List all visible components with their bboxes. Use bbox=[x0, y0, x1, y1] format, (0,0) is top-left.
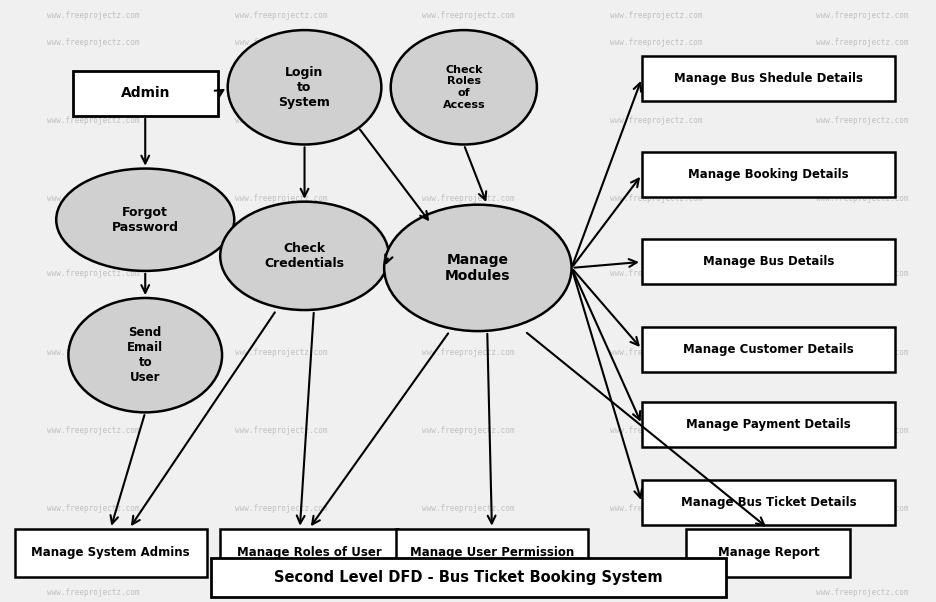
Bar bbox=[685, 529, 850, 577]
Text: Manage Booking Details: Manage Booking Details bbox=[687, 168, 848, 181]
Text: www.freeprojectz.com: www.freeprojectz.com bbox=[815, 116, 907, 125]
Text: Manage Payment Details: Manage Payment Details bbox=[685, 418, 850, 431]
Text: www.freeprojectz.com: www.freeprojectz.com bbox=[48, 38, 139, 46]
Text: www.freeprojectz.com: www.freeprojectz.com bbox=[422, 116, 514, 125]
Text: Manage Customer Details: Manage Customer Details bbox=[682, 343, 853, 356]
Text: www.freeprojectz.com: www.freeprojectz.com bbox=[48, 504, 139, 513]
Text: Manage Roles of User: Manage Roles of User bbox=[237, 546, 381, 559]
Text: www.freeprojectz.com: www.freeprojectz.com bbox=[609, 11, 701, 19]
Text: www.freeprojectz.com: www.freeprojectz.com bbox=[235, 504, 327, 513]
Text: www.freeprojectz.com: www.freeprojectz.com bbox=[609, 504, 701, 513]
Text: www.freeprojectz.com: www.freeprojectz.com bbox=[235, 348, 327, 356]
Bar bbox=[641, 326, 894, 371]
Text: www.freeprojectz.com: www.freeprojectz.com bbox=[815, 270, 907, 278]
Text: www.freeprojectz.com: www.freeprojectz.com bbox=[815, 348, 907, 356]
Text: Manage
Modules: Manage Modules bbox=[445, 253, 510, 283]
Bar bbox=[641, 480, 894, 525]
Text: www.freeprojectz.com: www.freeprojectz.com bbox=[48, 270, 139, 278]
Text: Second Level DFD - Bus Ticket Booking System: Second Level DFD - Bus Ticket Booking Sy… bbox=[274, 571, 662, 585]
Text: www.freeprojectz.com: www.freeprojectz.com bbox=[422, 194, 514, 203]
Bar bbox=[641, 56, 894, 101]
Text: Check
Roles
of
Access: Check Roles of Access bbox=[442, 65, 485, 110]
Text: www.freeprojectz.com: www.freeprojectz.com bbox=[609, 194, 701, 203]
Bar bbox=[641, 152, 894, 197]
Text: Manage Bus Shedule Details: Manage Bus Shedule Details bbox=[673, 72, 862, 85]
Text: Manage Bus Details: Manage Bus Details bbox=[702, 255, 833, 268]
Bar bbox=[641, 239, 894, 285]
Text: www.freeprojectz.com: www.freeprojectz.com bbox=[422, 504, 514, 513]
Text: www.freeprojectz.com: www.freeprojectz.com bbox=[422, 270, 514, 278]
Text: www.freeprojectz.com: www.freeprojectz.com bbox=[609, 38, 701, 46]
Text: Manage User Permission: Manage User Permission bbox=[409, 546, 574, 559]
Text: www.freeprojectz.com: www.freeprojectz.com bbox=[48, 426, 139, 435]
Text: www.freeprojectz.com: www.freeprojectz.com bbox=[48, 116, 139, 125]
Text: www.freeprojectz.com: www.freeprojectz.com bbox=[609, 348, 701, 356]
Text: www.freeprojectz.com: www.freeprojectz.com bbox=[235, 194, 327, 203]
Text: www.freeprojectz.com: www.freeprojectz.com bbox=[235, 38, 327, 46]
Text: Forgot
Password: Forgot Password bbox=[111, 206, 179, 234]
Text: Send
Email
to
User: Send Email to User bbox=[127, 326, 163, 384]
Text: www.freeprojectz.com: www.freeprojectz.com bbox=[815, 38, 907, 46]
Ellipse shape bbox=[384, 205, 571, 331]
Text: Manage Report: Manage Report bbox=[717, 546, 818, 559]
Text: www.freeprojectz.com: www.freeprojectz.com bbox=[609, 426, 701, 435]
Ellipse shape bbox=[227, 30, 381, 144]
Text: Login
to
System: Login to System bbox=[278, 66, 330, 109]
Text: www.freeprojectz.com: www.freeprojectz.com bbox=[815, 194, 907, 203]
Text: Check
Credentials: Check Credentials bbox=[264, 242, 344, 270]
Text: www.freeprojectz.com: www.freeprojectz.com bbox=[609, 116, 701, 125]
Text: www.freeprojectz.com: www.freeprojectz.com bbox=[48, 194, 139, 203]
Text: www.freeprojectz.com: www.freeprojectz.com bbox=[235, 426, 327, 435]
Text: www.freeprojectz.com: www.freeprojectz.com bbox=[815, 589, 907, 597]
Bar bbox=[396, 529, 588, 577]
Text: www.freeprojectz.com: www.freeprojectz.com bbox=[422, 11, 514, 19]
Bar bbox=[73, 71, 217, 116]
Ellipse shape bbox=[390, 30, 536, 144]
Text: www.freeprojectz.com: www.freeprojectz.com bbox=[235, 270, 327, 278]
Text: www.freeprojectz.com: www.freeprojectz.com bbox=[815, 504, 907, 513]
Bar bbox=[211, 559, 725, 597]
Text: www.freeprojectz.com: www.freeprojectz.com bbox=[422, 589, 514, 597]
Bar bbox=[220, 529, 398, 577]
Text: www.freeprojectz.com: www.freeprojectz.com bbox=[609, 589, 701, 597]
Text: www.freeprojectz.com: www.freeprojectz.com bbox=[609, 270, 701, 278]
Text: www.freeprojectz.com: www.freeprojectz.com bbox=[48, 348, 139, 356]
Text: www.freeprojectz.com: www.freeprojectz.com bbox=[422, 348, 514, 356]
Text: Manage System Admins: Manage System Admins bbox=[31, 546, 190, 559]
Text: www.freeprojectz.com: www.freeprojectz.com bbox=[235, 116, 327, 125]
Text: www.freeprojectz.com: www.freeprojectz.com bbox=[815, 11, 907, 19]
Text: www.freeprojectz.com: www.freeprojectz.com bbox=[815, 426, 907, 435]
Text: Manage Bus Ticket Details: Manage Bus Ticket Details bbox=[680, 496, 856, 509]
Text: www.freeprojectz.com: www.freeprojectz.com bbox=[422, 38, 514, 46]
Ellipse shape bbox=[56, 169, 234, 271]
Text: www.freeprojectz.com: www.freeprojectz.com bbox=[235, 11, 327, 19]
Bar bbox=[15, 529, 206, 577]
Ellipse shape bbox=[68, 298, 222, 412]
Bar bbox=[641, 402, 894, 447]
Text: Admin: Admin bbox=[121, 86, 169, 101]
Text: www.freeprojectz.com: www.freeprojectz.com bbox=[235, 589, 327, 597]
Ellipse shape bbox=[220, 202, 388, 310]
Text: www.freeprojectz.com: www.freeprojectz.com bbox=[48, 589, 139, 597]
Text: www.freeprojectz.com: www.freeprojectz.com bbox=[422, 426, 514, 435]
Text: www.freeprojectz.com: www.freeprojectz.com bbox=[48, 11, 139, 19]
